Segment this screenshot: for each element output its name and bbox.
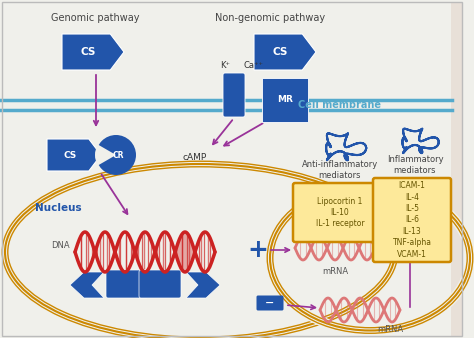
- FancyBboxPatch shape: [293, 183, 387, 242]
- Polygon shape: [70, 272, 104, 298]
- Polygon shape: [254, 34, 316, 70]
- Text: MR: MR: [277, 96, 293, 104]
- Text: DNA: DNA: [51, 241, 69, 249]
- Text: cAMP: cAMP: [183, 153, 207, 163]
- Text: Inflammatory
mediators: Inflammatory mediators: [387, 155, 443, 175]
- FancyBboxPatch shape: [139, 270, 181, 298]
- FancyBboxPatch shape: [373, 178, 451, 262]
- Text: Lipocortin 1
IL-10
IL-1 receptor: Lipocortin 1 IL-10 IL-1 receptor: [316, 197, 365, 228]
- Text: mRNA: mRNA: [322, 267, 348, 276]
- Circle shape: [96, 135, 136, 175]
- Polygon shape: [62, 34, 124, 70]
- Text: −: −: [265, 298, 275, 308]
- Text: mRNA: mRNA: [377, 325, 403, 335]
- Text: Cell membrane: Cell membrane: [299, 100, 382, 110]
- Polygon shape: [47, 139, 101, 171]
- Text: Non-genomic pathway: Non-genomic pathway: [215, 13, 325, 23]
- Text: CR: CR: [112, 150, 124, 160]
- Text: Ca⁺⁺: Ca⁺⁺: [244, 62, 264, 71]
- Text: K⁺: K⁺: [220, 62, 230, 71]
- Text: +: +: [247, 238, 268, 262]
- Text: Anti-inflammatory
mediators: Anti-inflammatory mediators: [302, 160, 378, 180]
- Wedge shape: [95, 145, 116, 166]
- FancyBboxPatch shape: [223, 73, 245, 117]
- Text: CS: CS: [80, 47, 96, 57]
- FancyBboxPatch shape: [262, 78, 308, 122]
- Text: ICAM-1
IL-4
IL-5
IL-6
IL-13
TNF-alpha
VCAM-1: ICAM-1 IL-4 IL-5 IL-6 IL-13 TNF-alpha VC…: [392, 181, 431, 259]
- Text: Genomic pathway: Genomic pathway: [51, 13, 139, 23]
- Text: CS: CS: [272, 47, 288, 57]
- FancyBboxPatch shape: [451, 2, 462, 336]
- Polygon shape: [186, 272, 220, 298]
- Text: Nucleus: Nucleus: [35, 203, 82, 213]
- Text: CS: CS: [64, 150, 77, 160]
- FancyBboxPatch shape: [106, 270, 148, 298]
- Polygon shape: [175, 232, 195, 272]
- FancyBboxPatch shape: [256, 295, 283, 311]
